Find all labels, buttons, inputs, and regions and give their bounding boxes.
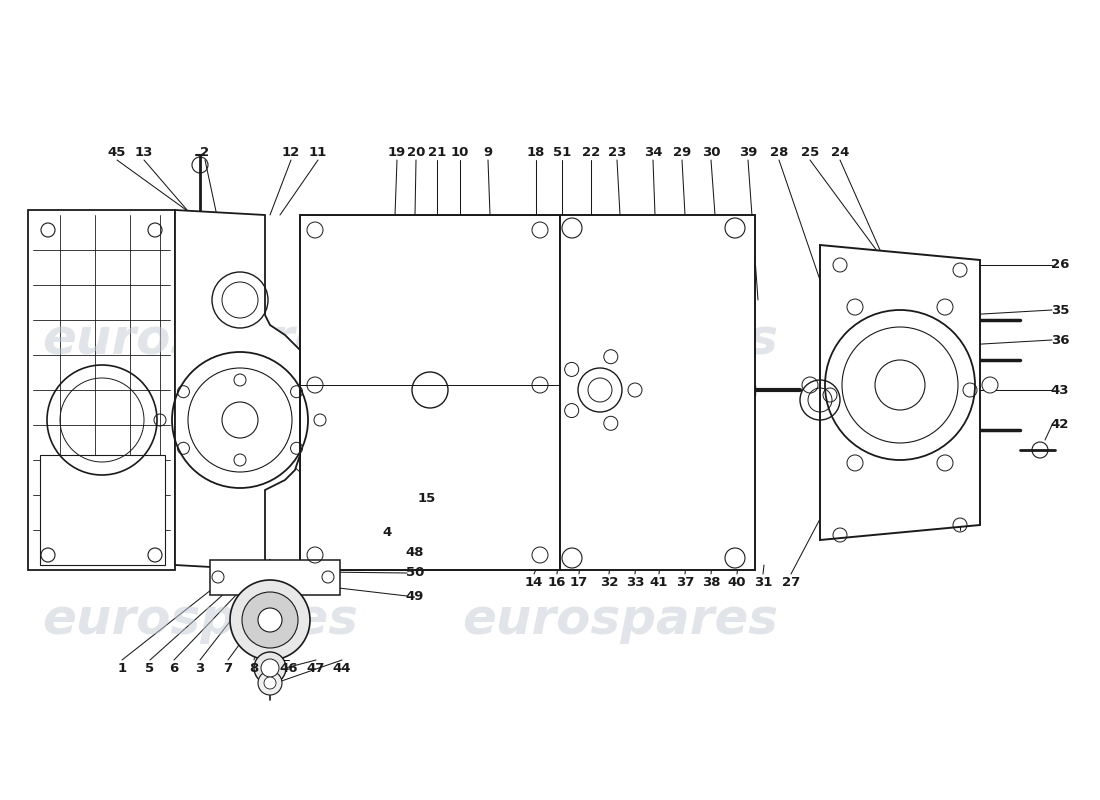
Text: 46: 46	[279, 662, 298, 674]
Polygon shape	[28, 210, 175, 570]
Circle shape	[258, 671, 282, 695]
Text: 47: 47	[307, 662, 326, 674]
Text: 34: 34	[644, 146, 662, 158]
Text: 10: 10	[451, 146, 470, 158]
Text: 19: 19	[388, 146, 406, 158]
Circle shape	[937, 455, 953, 471]
Text: 14: 14	[525, 575, 543, 589]
Text: 42: 42	[1050, 418, 1069, 431]
Text: 11: 11	[309, 146, 327, 158]
Text: 51: 51	[553, 146, 571, 158]
Text: 50: 50	[406, 566, 425, 579]
Text: 22: 22	[582, 146, 601, 158]
Circle shape	[847, 455, 864, 471]
Text: 38: 38	[702, 575, 721, 589]
Circle shape	[847, 299, 864, 315]
Circle shape	[230, 580, 310, 660]
Text: 35: 35	[1050, 303, 1069, 317]
Text: 7: 7	[223, 662, 232, 674]
Text: 27: 27	[782, 575, 800, 589]
Polygon shape	[820, 245, 980, 540]
Text: 31: 31	[754, 575, 772, 589]
Polygon shape	[40, 455, 165, 565]
Polygon shape	[175, 210, 300, 570]
Text: 45: 45	[108, 146, 126, 158]
Text: eurospares: eurospares	[462, 316, 778, 364]
Circle shape	[261, 659, 279, 677]
Text: 40: 40	[728, 575, 746, 589]
Text: 9: 9	[483, 146, 493, 158]
Text: 5: 5	[145, 662, 155, 674]
Text: 44: 44	[332, 662, 351, 674]
Text: 16: 16	[548, 575, 566, 589]
Text: 3: 3	[196, 662, 205, 674]
Text: 8: 8	[250, 662, 258, 674]
Polygon shape	[300, 215, 560, 570]
Text: 43: 43	[1050, 383, 1069, 397]
Text: eurospares: eurospares	[42, 596, 358, 644]
Text: 36: 36	[1050, 334, 1069, 346]
Text: eurospares: eurospares	[462, 596, 778, 644]
Text: 18: 18	[527, 146, 546, 158]
Text: 32: 32	[600, 575, 618, 589]
Text: 17: 17	[570, 575, 589, 589]
Text: 15: 15	[418, 491, 436, 505]
Circle shape	[264, 677, 276, 689]
Text: 33: 33	[626, 575, 645, 589]
Text: 49: 49	[406, 590, 425, 602]
Text: 21: 21	[428, 146, 447, 158]
Text: 41: 41	[650, 575, 668, 589]
Text: 29: 29	[673, 146, 691, 158]
Polygon shape	[560, 215, 755, 570]
Text: 2: 2	[200, 146, 210, 158]
Circle shape	[258, 608, 282, 632]
Circle shape	[242, 592, 298, 648]
Text: 48: 48	[406, 546, 425, 559]
Text: 25: 25	[801, 146, 820, 158]
Text: 23: 23	[608, 146, 626, 158]
Circle shape	[982, 377, 998, 393]
Text: 1: 1	[118, 662, 127, 674]
Text: 39: 39	[739, 146, 757, 158]
Text: 24: 24	[830, 146, 849, 158]
Text: 30: 30	[702, 146, 721, 158]
Text: 6: 6	[169, 662, 178, 674]
Polygon shape	[210, 560, 340, 595]
Text: 20: 20	[407, 146, 426, 158]
Circle shape	[937, 299, 953, 315]
Text: 12: 12	[282, 146, 300, 158]
Text: 13: 13	[135, 146, 153, 158]
Circle shape	[802, 377, 818, 393]
Text: 26: 26	[1050, 258, 1069, 271]
Text: eurospares: eurospares	[42, 316, 358, 364]
Text: 37: 37	[675, 575, 694, 589]
Circle shape	[254, 652, 286, 684]
Text: 4: 4	[383, 526, 392, 538]
Text: 28: 28	[770, 146, 789, 158]
